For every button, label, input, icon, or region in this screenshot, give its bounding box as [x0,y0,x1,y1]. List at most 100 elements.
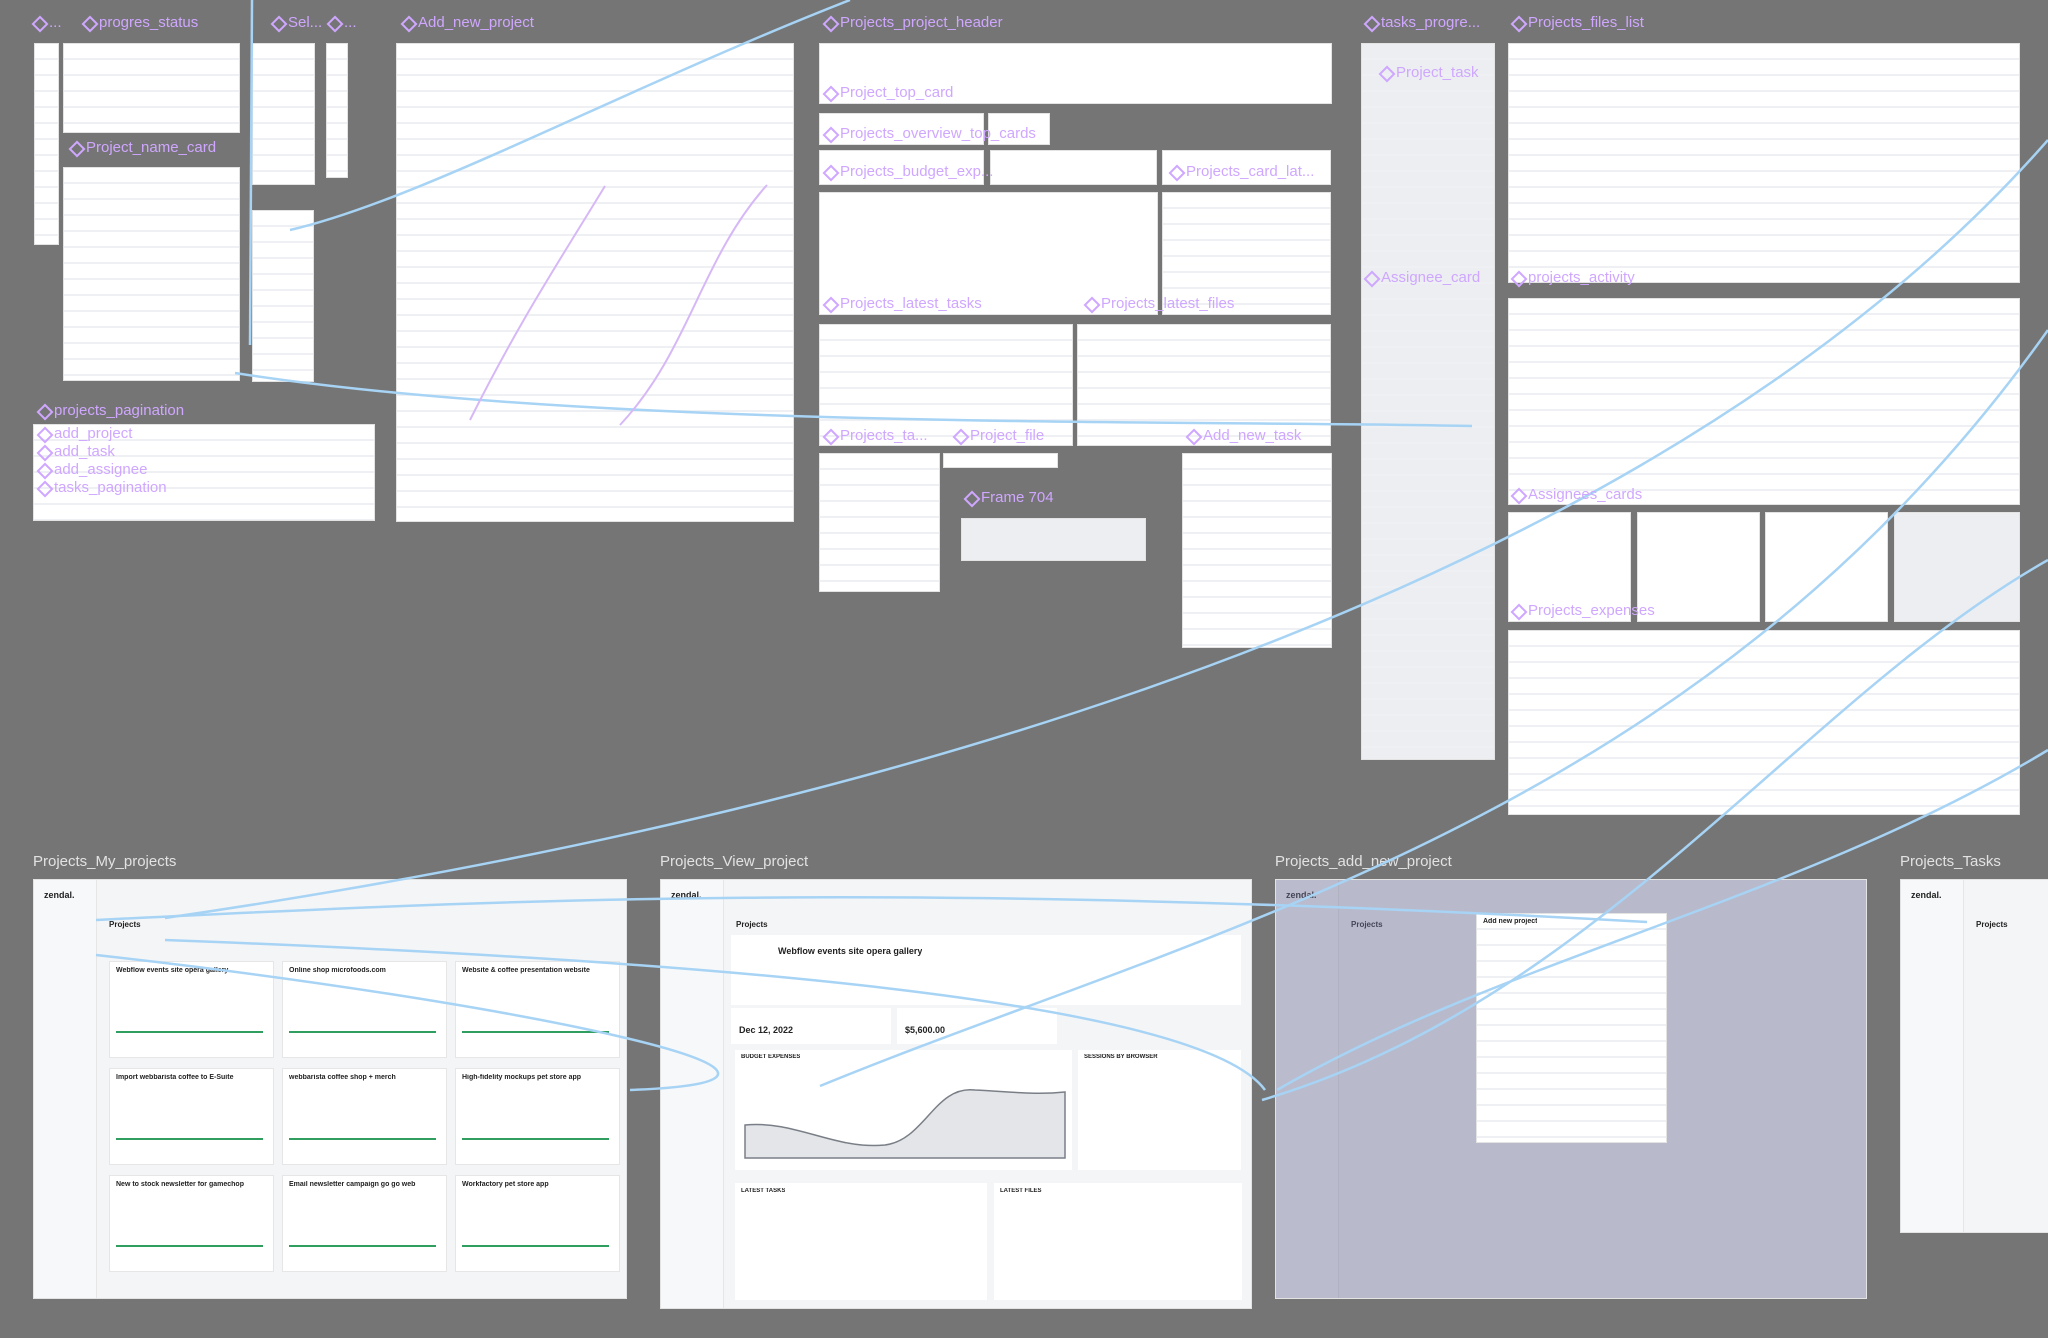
frame [1508,298,2020,505]
progress-bar [116,1245,263,1247]
project-card: Workfactory pet store app [455,1175,620,1272]
card-title: Online shop microfoods.com [289,967,386,974]
component-label: ... [31,14,62,31]
component-label: projects_activity [1510,269,1635,286]
component-label: Assignee_card [1363,269,1480,286]
component-label: Projects_latest_tasks [822,295,982,312]
frame [961,518,1146,561]
card-title: Website & coffee presentation website [462,967,590,974]
heading: Projects [736,920,768,929]
component-label: Sel... [270,14,322,31]
sidebar [661,880,724,1308]
frame [63,43,240,133]
frame [1637,512,1760,622]
component-label: Projects_card_lat... [1168,163,1314,180]
component-label: Project_top_card [822,84,953,101]
card-title: Webflow events site opera gallery [116,967,229,974]
screen-tasks: zendal. Projects [1900,879,2048,1233]
frame [990,150,1157,185]
component-label: ... [326,14,357,31]
component-label: Projects_overview_top_cards [822,125,1036,142]
project-card: Webflow events site opera gallery [109,961,274,1058]
card-title: LATEST TASKS [741,1188,786,1194]
progress-bar [462,1245,609,1247]
frame [63,167,240,381]
progress-bar [462,1138,609,1140]
project-card: Import webbarista coffee to E-Suite [109,1068,274,1165]
component-label: add_project [36,425,132,442]
date: Dec 12, 2022 [739,1025,794,1035]
component-label: tasks_pagination [36,479,167,496]
screen-view-project: zendal. Projects Webflow events site ope… [660,879,1252,1309]
card-title: BUDGET EXPENSES [741,1054,801,1060]
component-label: Project_file [952,427,1044,444]
budget: $5,600.00 [905,1025,946,1035]
card-title: High-fidelity mockups pet store app [462,1074,582,1081]
table-card [1078,1050,1241,1170]
frame [943,453,1058,468]
area-chart [744,1089,1066,1159]
component-label: add_assignee [36,461,147,478]
heading: Projects [1976,920,2008,929]
table-card [735,1183,987,1300]
project-card: New to stock newsletter for gamechop [109,1175,274,1272]
modal-title: Add new project [1483,918,1538,925]
frame [819,453,940,592]
logo: zendal. [44,890,75,900]
chart-card [735,1050,1072,1170]
frame [252,43,315,185]
frame-label: Projects_add_new_project [1275,853,1452,870]
project-card: webbarista coffee shop + merch [282,1068,447,1165]
frame-label: Projects_My_projects [33,853,177,870]
logo: zendal. [671,890,702,900]
component-label: Project_name_card [68,139,216,156]
component-label: Assignees_cards [1510,486,1642,503]
progress-bar [116,1138,263,1140]
card-title: Workfactory pet store app [462,1181,549,1188]
heading: Projects [109,920,141,929]
frame-label: Projects_Tasks [1900,853,2001,870]
screen-my-projects: zendal. Projects Webflow events site ope… [33,879,627,1299]
screen-add-project: zendal. Projects Add new project [1275,879,1867,1299]
progress-bar [116,1031,263,1033]
frame [1361,43,1495,760]
component-label: projects_pagination [36,402,184,419]
card-title: webbarista coffee shop + merch [289,1074,396,1081]
logo: zendal. [1911,890,1942,900]
component-label: Project_task [1378,64,1479,81]
frame [1182,453,1332,648]
card-title: New to stock newsletter for gamechop [116,1181,244,1188]
progress-bar [289,1245,436,1247]
frame [396,43,794,522]
sidebar [34,880,97,1298]
frame-label: Projects_View_project [660,853,809,870]
modal: Add new project [1476,913,1667,1143]
project-card: Website & coffee presentation website [455,961,620,1058]
project-title: Webflow events site opera gallery [778,946,923,956]
component-label: progres_status [81,14,198,31]
sidebar [1901,880,1964,1232]
component-label: Frame 704 [963,489,1054,506]
component-label: Add_new_task [1185,427,1301,444]
project-card: Email newsletter campaign go go web [282,1175,447,1272]
frame [1894,512,2020,622]
project-card: High-fidelity mockups pet store app [455,1068,620,1165]
frame [252,210,314,382]
card-title: Email newsletter campaign go go web [289,1181,416,1188]
component-label: Projects_expenses [1510,602,1655,619]
card-title: LATEST FILES [1000,1188,1042,1194]
frame [326,43,348,178]
component-label: Projects_ta... [822,427,928,444]
component-label: Projects_budget_exp... [822,163,993,180]
progress-bar [289,1138,436,1140]
progress-bar [289,1031,436,1033]
table-card [994,1183,1242,1300]
project-card: Online shop microfoods.com [282,961,447,1058]
frame [1508,43,2020,283]
frame [34,43,59,245]
card-title: SESSIONS BY BROWSER [1084,1054,1158,1060]
component-label: tasks_progre... [1363,14,1480,31]
component-label: Add_new_project [400,14,534,31]
frame [1508,630,2020,815]
